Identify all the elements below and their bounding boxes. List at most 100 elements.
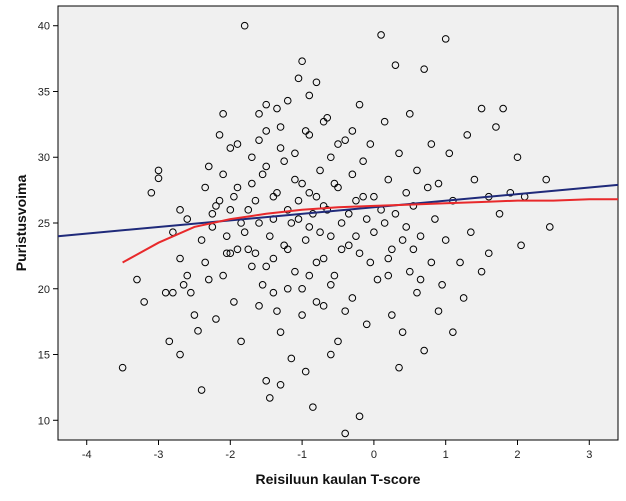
- data-point: [197, 386, 206, 394]
- data-point: [226, 249, 235, 258]
- data-point: [413, 288, 421, 297]
- data-point: [388, 245, 396, 254]
- data-point: [388, 311, 396, 319]
- data-point: [276, 144, 285, 152]
- data-point: [380, 117, 389, 126]
- data-point: [255, 136, 263, 144]
- data-point: [291, 267, 299, 276]
- data-point: [438, 281, 446, 289]
- data-point: [212, 315, 220, 323]
- data-point: [348, 294, 357, 302]
- data-point: [298, 284, 306, 293]
- data-point: [402, 188, 411, 197]
- data-point: [384, 254, 393, 263]
- data-point: [262, 162, 271, 171]
- data-point: [233, 140, 242, 148]
- data-point: [240, 21, 249, 30]
- data-point: [305, 223, 314, 231]
- data-point: [258, 281, 267, 289]
- data-point: [291, 149, 299, 158]
- fit-lines: [57, 183, 619, 264]
- y-tick-label: 15: [38, 350, 50, 362]
- data-point: [283, 206, 292, 214]
- data-point: [312, 78, 321, 87]
- data-point: [179, 281, 188, 289]
- data-point: [484, 249, 493, 258]
- data-point: [258, 170, 267, 179]
- data-point: [359, 192, 367, 201]
- data-point: [312, 192, 321, 201]
- y-tick-label: 25: [38, 218, 50, 230]
- data-point: [370, 228, 378, 237]
- data-point: [248, 262, 256, 271]
- data-point: [176, 206, 184, 214]
- data-point: [237, 337, 245, 346]
- data-point: [190, 311, 199, 319]
- data-point: [449, 328, 457, 336]
- data-point: [194, 327, 202, 335]
- data-point: [233, 245, 242, 254]
- data-point: [431, 215, 439, 223]
- data-point: [355, 249, 364, 258]
- x-tick-label: 0: [371, 449, 377, 461]
- y-tick-label: 30: [38, 152, 50, 164]
- data-point: [398, 236, 407, 244]
- data-point: [222, 232, 231, 240]
- data-point: [319, 302, 328, 310]
- data-point: [230, 298, 238, 306]
- data-point: [183, 215, 192, 223]
- data-point: [459, 294, 468, 302]
- x-tick-label: 1: [443, 449, 449, 461]
- data-point: [413, 166, 421, 175]
- data-point: [355, 100, 364, 109]
- data-point: [201, 183, 209, 192]
- data-point: [305, 91, 314, 100]
- data-point: [416, 232, 425, 240]
- data-point: [283, 245, 292, 254]
- data-point: [366, 140, 375, 148]
- data-point: [362, 320, 371, 329]
- data-point: [348, 170, 357, 179]
- x-tick-label: -3: [154, 449, 164, 461]
- data-point: [269, 254, 278, 263]
- data-point: [276, 123, 285, 131]
- data-point: [201, 258, 209, 267]
- y-tick-label: 35: [38, 86, 50, 98]
- data-point: [165, 337, 174, 346]
- data-point: [255, 219, 263, 227]
- data-point: [495, 209, 504, 218]
- y-tick-label: 40: [38, 21, 50, 33]
- data-point: [283, 284, 292, 293]
- data-point: [352, 196, 360, 205]
- data-point: [294, 196, 303, 205]
- data-point: [154, 174, 163, 183]
- data-point: [427, 140, 436, 148]
- data-point: [337, 245, 346, 254]
- data-point: [359, 157, 367, 165]
- data-point: [212, 202, 220, 210]
- data-point: [183, 271, 192, 280]
- data-point: [219, 271, 227, 280]
- data-point: [395, 149, 403, 158]
- data-point: [280, 157, 288, 165]
- data-point: [542, 175, 551, 184]
- x-tick-label: -1: [297, 449, 307, 461]
- data-point: [219, 170, 227, 179]
- data-point: [309, 403, 317, 411]
- data-point: [384, 175, 393, 184]
- data-point: [276, 328, 285, 336]
- data-point: [118, 363, 127, 372]
- data-point: [384, 271, 393, 280]
- data-point: [287, 219, 296, 227]
- data-point: [169, 288, 177, 297]
- data-point: [337, 219, 346, 227]
- data-point: [147, 188, 156, 197]
- data-point: [133, 275, 141, 284]
- data-point: [283, 96, 292, 105]
- data-point: [517, 241, 525, 250]
- data-point: [330, 179, 339, 188]
- data-point: [233, 183, 242, 192]
- data-point: [470, 175, 479, 184]
- loess-fit-line: [122, 198, 618, 264]
- data-point: [222, 249, 231, 258]
